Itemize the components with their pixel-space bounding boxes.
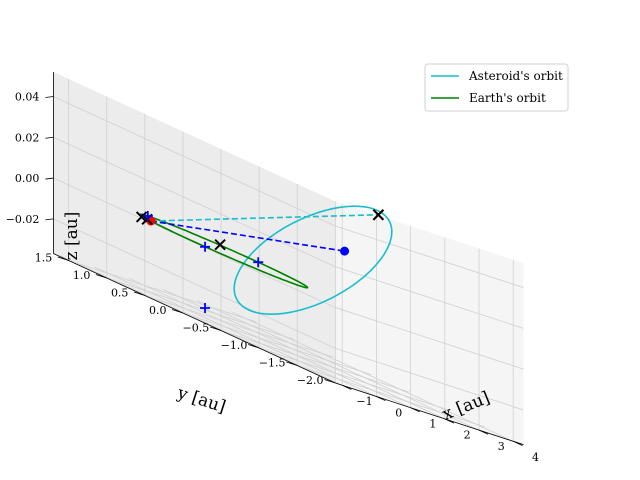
x-tick-label-5: 4: [532, 451, 539, 464]
grid-floor-x-3: [162, 289, 445, 420]
z-tick-label-1: 0.02: [15, 131, 40, 144]
y-axis-line: [53, 253, 336, 384]
grid-left-z-3: [53, 218, 336, 349]
earth-orbit-line: [139, 213, 309, 289]
z-axis-label: z [au]: [62, 212, 82, 261]
x-tick-5: [513, 440, 523, 446]
grid-left-z-0: [53, 96, 336, 227]
grid-floor-x-2: [128, 277, 411, 409]
y-tick-1: [95, 274, 107, 279]
grid-right-z-1: [335, 266, 524, 329]
y-tick-4: [209, 326, 222, 331]
x-tick-label-1: 0: [395, 406, 402, 419]
z-tick-3: [45, 218, 54, 221]
grid-floor-y-3: [182, 312, 372, 376]
z-tick-label-3: −0.02: [6, 213, 40, 226]
tick-marks: −1 0 1 2 3 4 1.5 1.0 0.5 0.0 −0.5 −1.0 −1.5 −2.0 0.04 0…: [6, 91, 539, 465]
y-tick-6: [286, 361, 298, 366]
y-tick-5: [248, 344, 260, 349]
grid-floor-y-5: [259, 347, 448, 411]
axis-panes: [53, 72, 524, 445]
z-tick-2: [45, 177, 54, 180]
data-marks: [135, 205, 393, 316]
axis-lines: [53, 71, 524, 446]
z-tick-label-2: 0.00: [15, 172, 40, 185]
point-plus-8: [142, 211, 153, 221]
grid-right-z-2: [335, 307, 524, 370]
grid-floor-x-5: [231, 311, 514, 442]
point-dot-0: [340, 246, 350, 256]
y-tick-label-7: −2.0: [297, 374, 324, 387]
legend-label-asteroid: Asteroid's orbit: [468, 69, 563, 83]
legend-label-earth: Earth's orbit: [469, 91, 546, 105]
x-tick-2: [410, 407, 420, 413]
y-tick-label-6: −1.5: [259, 357, 286, 370]
y-tick-7: [324, 379, 336, 384]
left-pane: [53, 72, 336, 383]
grid-floor-x-4: [196, 300, 480, 431]
grid-floor-x-0: [60, 255, 343, 386]
y-tick-label-2: 0.5: [111, 287, 129, 300]
grid-floor-y-2: [144, 295, 334, 358]
y-tick-label-0: 1.5: [35, 252, 53, 265]
grid-floor-x-1: [94, 266, 377, 397]
y-tick-3: [171, 309, 184, 314]
grid-floor-y-4: [220, 330, 410, 393]
y-axis-label: y [au]: [174, 383, 228, 418]
point-plus-10: [200, 303, 211, 313]
y-tick-label-5: −1.0: [221, 339, 248, 352]
right-pane: [335, 201, 524, 445]
point-plus-7: [200, 241, 211, 252]
grid-floor-y-6: [297, 365, 486, 428]
x-tick-label-0: −1: [356, 395, 372, 408]
z-tick-label-0: 0.04: [15, 91, 40, 104]
grid-left-z-2: [53, 177, 336, 308]
y-tick-label-3: 0.0: [149, 304, 167, 317]
dashed-trajectory-0: [150, 213, 379, 222]
legend: Asteroid's orbit Earth's orbit: [424, 63, 569, 112]
point-x-5: [135, 211, 148, 223]
grid-right-z-3: [335, 347, 524, 411]
x-tick-label-2: 1: [429, 418, 436, 431]
z-tick-1: [45, 136, 54, 139]
x-tick-label-4: 3: [498, 440, 505, 453]
y-tick-2: [133, 291, 145, 296]
x-tick-label-3: 2: [464, 429, 471, 442]
x-axis-line: [335, 382, 524, 446]
grid-left-z-1: [53, 136, 336, 268]
legend-frame: [424, 63, 569, 112]
x-tick-4: [478, 429, 489, 435]
y-tick-0: [57, 256, 69, 261]
grid-lines: [53, 78, 524, 446]
point-plus-9: [253, 257, 264, 268]
y-tick-label-1: 1.0: [73, 269, 91, 282]
point-x-6: [214, 238, 226, 251]
x-tick-0: [342, 384, 352, 390]
z-tick-0: [45, 96, 54, 98]
grid-floor-y-0: [68, 260, 257, 323]
y-tick-label-4: −0.5: [183, 322, 210, 335]
dashed-trajectory-1: [150, 220, 345, 252]
point-x-3: [372, 209, 385, 221]
x-tick-1: [376, 396, 386, 402]
grid-right-z-0: [335, 225, 524, 288]
x-tick-3: [444, 418, 455, 424]
